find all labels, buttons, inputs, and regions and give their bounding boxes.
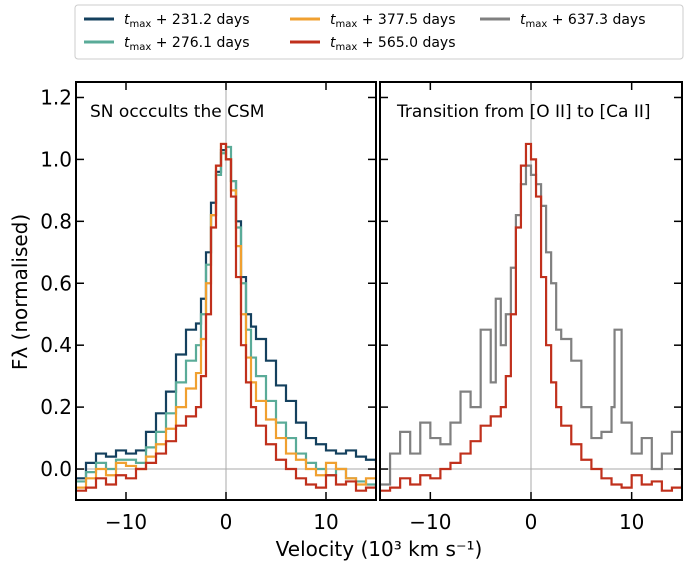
legend-label: tmax + 565.0 days xyxy=(330,35,456,53)
legend-label-sub: max xyxy=(526,19,548,30)
left-series-t-max-565.0-days xyxy=(76,142,376,492)
left-plot-area xyxy=(76,82,376,500)
left-panel-annotation: SN occcults the CSM xyxy=(90,102,264,122)
y-tick-label: 0.2 xyxy=(40,395,72,419)
left-x-tick-label: −10 xyxy=(105,510,147,534)
legend-frame xyxy=(74,4,684,60)
legend-label-suffix: + 565.0 days xyxy=(357,35,455,51)
y-tick-label: 0.0 xyxy=(40,457,72,481)
left-series-t-max-276.1-days xyxy=(76,145,376,488)
legend-label-suffix: + 637.3 days xyxy=(547,12,645,28)
legend-label-sub: max xyxy=(336,19,358,30)
y-tick-label: 1.2 xyxy=(40,85,72,109)
y-tick-label: 1.0 xyxy=(40,147,72,171)
legend-label: tmax + 276.1 days xyxy=(124,35,250,53)
legend-label-t: t xyxy=(330,35,336,51)
y-tick-label: 0.6 xyxy=(40,271,72,295)
left-ticks: −10 0 10 0.0 0.2 0.4 0.6 0.8 1.0 1.2 xyxy=(40,82,376,534)
y-axis-title: Fλ (normalised) xyxy=(8,214,32,370)
legend-label-sub: max xyxy=(336,42,358,53)
legend-label-suffix: + 231.2 days xyxy=(151,12,249,28)
legend-label-sub: max xyxy=(130,42,152,53)
legend-label: tmax + 231.2 days xyxy=(124,12,250,30)
right-x-tick-label: −10 xyxy=(409,510,451,534)
legend-label: tmax + 637.3 days xyxy=(520,12,646,30)
y-tick-label: 0.8 xyxy=(40,209,72,233)
legend-label: tmax + 377.5 days xyxy=(330,12,456,30)
x-axis-title: Velocity (10³ km s⁻¹) xyxy=(276,537,483,561)
right-panel: Transition from [O II] to [Ca II] −10 0 10 xyxy=(379,81,683,534)
right-x-tick-label: 0 xyxy=(525,510,538,534)
right-x-tick-label: 10 xyxy=(619,510,644,534)
right-panel-annotation: Transition from [O II] to [Ca II] xyxy=(396,102,651,122)
legend-label-t: t xyxy=(330,12,336,28)
legend-label-suffix: + 276.1 days xyxy=(151,35,249,51)
right-ticks: −10 0 10 xyxy=(380,82,682,534)
right-plot-area xyxy=(380,82,682,500)
y-tick-label: 0.4 xyxy=(40,333,72,357)
legend-label-sub: max xyxy=(130,19,152,30)
right-series-t-max-565.0-days xyxy=(380,142,682,492)
legend-label-t: t xyxy=(124,35,130,51)
legend-label-t: t xyxy=(520,12,526,28)
left-x-tick-label: 0 xyxy=(220,510,233,534)
left-x-tick-label: 10 xyxy=(313,510,338,534)
right-series-t-max-637.3-days xyxy=(380,164,682,486)
legend-label-t: t xyxy=(124,12,130,28)
left-panel: SN occcults the CSM −10 0 10 0.0 0.2 0.4 0.6 0.… xyxy=(40,81,377,534)
legend-label-suffix: + 377.5 days xyxy=(357,12,455,28)
